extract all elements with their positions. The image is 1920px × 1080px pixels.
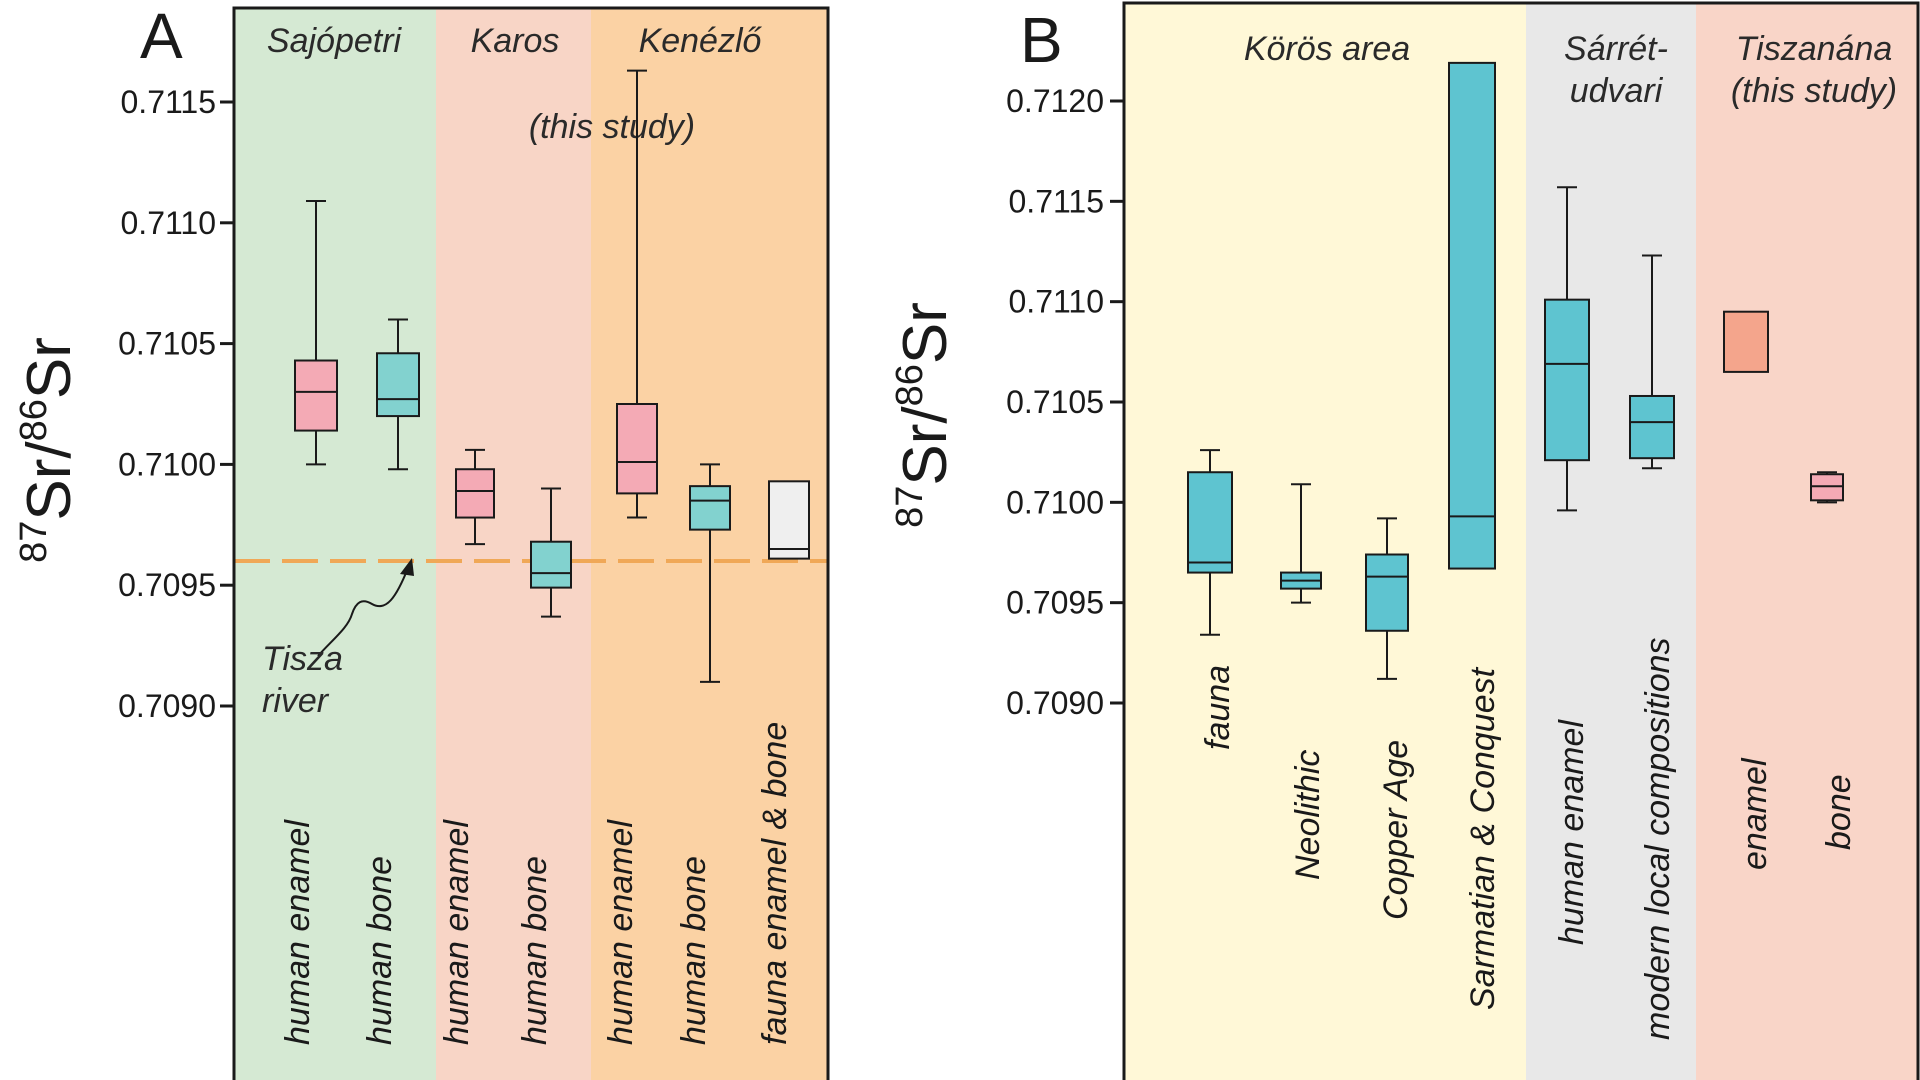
panel-b-frame: [1122, 1, 1920, 1080]
y-axis-label-a-mid: Sr/: [15, 441, 84, 521]
box-5: [616, 69, 658, 519]
box-3: [455, 448, 495, 546]
box-6: [1629, 254, 1675, 470]
box-iqr: [1448, 61, 1496, 570]
region-bg-tiszanana: [1696, 3, 1918, 1080]
y-axis-label-b-end: Sr: [891, 302, 960, 364]
panel-letter-a: A: [140, 0, 183, 72]
box-1: [1187, 449, 1233, 636]
region-label-tiszanana-line1: Tiszanána: [1736, 30, 1893, 68]
category-label: enamel: [1736, 757, 1774, 870]
panel-letter-b: B: [1020, 4, 1063, 76]
y-axis-label-a: 87Sr/86Sr: [13, 337, 84, 563]
tisza-river-arrowhead: [400, 558, 414, 576]
category-label: human enamel: [1553, 719, 1591, 945]
box-iqr: [689, 485, 731, 531]
category-label: human bone: [516, 856, 554, 1045]
category-labels-b: fauna Neolithic Copper Age Sarmatian & Conq…: [1199, 637, 1858, 1040]
region-label-tiszanana-line2: (this study): [1731, 72, 1897, 110]
box-4: [530, 487, 572, 618]
box-5: [1544, 186, 1590, 512]
y-tick-label: 0.7120: [1006, 83, 1104, 119]
y-axis-label-a-end: Sr: [15, 337, 84, 399]
box-iqr: [530, 540, 572, 589]
box-iqr: [1629, 394, 1675, 460]
category-label: Sarmatian & Conquest: [1464, 666, 1502, 1010]
box-iqr: [1544, 298, 1590, 462]
box-iqr: [376, 352, 420, 418]
y-axis-label-b-sup2: 86: [889, 364, 931, 406]
box-iqr: [1187, 471, 1233, 574]
region-bg-sajopetri: [234, 8, 436, 1080]
box-6: [689, 463, 731, 683]
boxes-a: [294, 69, 810, 683]
tisza-label-line2: river: [262, 682, 330, 720]
box-iqr: [294, 359, 338, 432]
box-iqr: [616, 403, 658, 495]
panel-a-frame: [232, 6, 830, 1080]
y-tick-label: 0.7100: [1006, 484, 1104, 520]
y-ticks-b: 0.7120 0.7115 0.7110 0.7105 0.7100 0.7095 0.70…: [1006, 83, 1124, 721]
y-axis-label-b: 87Sr/86Sr: [889, 302, 960, 528]
y-tick-label: 0.7090: [1006, 685, 1104, 721]
box-iqr: [1810, 473, 1844, 502]
subtitle-this-study: (this study): [529, 108, 695, 146]
y-tick-label: 0.7105: [1006, 384, 1104, 420]
box-4: [1448, 61, 1496, 570]
region-label-kenezlo: Kenézlő: [639, 22, 763, 60]
y-tick-label: 0.7095: [118, 567, 216, 603]
y-tick-label: 0.7095: [1006, 585, 1104, 621]
y-tick-label: 0.7110: [121, 205, 217, 241]
box-8: [1810, 471, 1844, 504]
region-label-sarret-line2: udvari: [1570, 72, 1664, 110]
panel-a: A Sajópetri Karos Kenézlő (this study) 8…: [13, 0, 830, 1080]
y-tick-label: 0.7100: [118, 446, 216, 482]
y-tick-label: 0.7115: [1009, 183, 1105, 219]
y-tick-label: 0.7110: [1009, 284, 1105, 320]
category-labels-a: human enamel human bone human enamel human …: [279, 722, 794, 1045]
box-7: [768, 480, 810, 560]
region-label-karos: Karos: [471, 22, 560, 60]
category-label: modern local compositions: [1639, 637, 1677, 1040]
category-label: human enamel: [279, 819, 317, 1045]
category-label: human enamel: [438, 819, 476, 1045]
region-bg-sarretudvari: [1526, 3, 1696, 1080]
panel-b: B Körös area Sárrét- udvari Tiszanána (t…: [889, 1, 1920, 1080]
y-tick-label: 0.7115: [121, 84, 217, 120]
tisza-river-arrow: [317, 567, 409, 657]
category-label: human bone: [361, 856, 399, 1045]
category-label: Neolithic: [1289, 750, 1327, 880]
box-2: [1280, 483, 1322, 604]
y-axis-label-a-sup2: 86: [13, 399, 55, 441]
region-label-koros: Körös area: [1244, 30, 1410, 68]
y-tick-label: 0.7090: [118, 688, 216, 724]
y-ticks-a: 0.7115 0.7110 0.7105 0.7100 0.7095 0.7090: [118, 84, 234, 724]
box-iqr: [455, 468, 495, 519]
category-label: Copper Age: [1377, 740, 1415, 920]
box-iqr: [1365, 553, 1409, 632]
region-label-sarret-line1: Sárrét-: [1564, 30, 1668, 68]
tisza-label-line1: Tisza: [262, 640, 343, 678]
box-2: [376, 318, 420, 471]
box-1: [294, 200, 338, 466]
y-axis-label-b-sup1: 87: [889, 486, 931, 528]
y-tick-label: 0.7105: [118, 326, 216, 362]
box-iqr: [768, 480, 810, 560]
box-iqr: [1723, 310, 1769, 373]
category-label: fauna: [1199, 665, 1237, 750]
box-3: [1365, 517, 1409, 680]
category-label: fauna enamel & bone: [756, 722, 794, 1045]
category-label: human bone: [675, 856, 713, 1045]
y-axis-label-b-mid: Sr/: [891, 406, 960, 486]
boxes-b: [1187, 61, 1844, 680]
category-label: bone: [1820, 774, 1858, 850]
category-label: human enamel: [602, 819, 640, 1045]
box-7: [1723, 310, 1769, 373]
region-label-sajopetri: Sajópetri: [267, 22, 403, 60]
y-axis-label-a-sup1: 87: [13, 521, 55, 563]
